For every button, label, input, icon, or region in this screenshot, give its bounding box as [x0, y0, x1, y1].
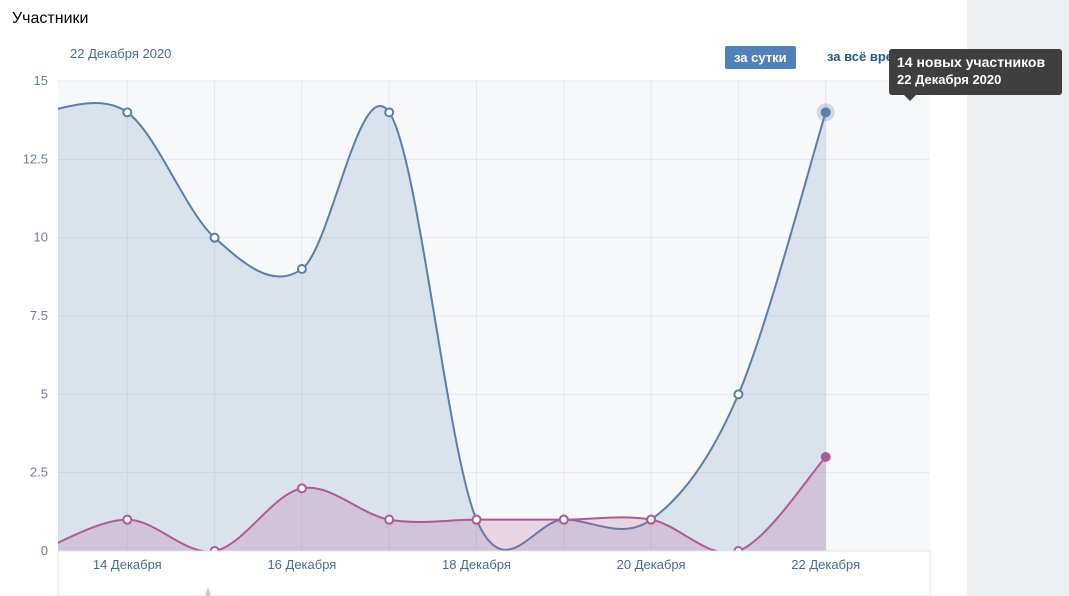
y-tick-label: 0	[41, 543, 48, 558]
x-axis-strip	[57, 550, 931, 596]
series-2-point-highlight	[820, 452, 831, 462]
series-1-point	[122, 107, 133, 118]
y-tick-label: 15	[34, 73, 48, 88]
y-tick-label: 2.5	[30, 465, 48, 480]
series-2-line	[58, 456, 827, 552]
y-tick-label: 10	[34, 230, 48, 245]
selected-date-label: 22 Декабря 2020	[70, 46, 172, 61]
series-1-point-highlight	[820, 107, 831, 118]
y-tick-label: 7.5	[30, 308, 48, 323]
series-2-point	[296, 483, 307, 494]
y-tick-label: 12.5	[23, 151, 48, 166]
series-2-point	[558, 514, 569, 525]
series-1-line	[58, 102, 827, 551]
series-1-point	[296, 264, 307, 274]
series-2-point	[122, 514, 133, 525]
x-tick-label: 16 Декабря	[267, 557, 336, 572]
tooltip-count: 14 новых участников	[897, 54, 1046, 70]
series-1-point	[209, 232, 220, 243]
series-2-point	[471, 514, 482, 525]
series-1-point	[384, 107, 395, 118]
x-tick-label: 14 Декабря	[93, 557, 162, 572]
chart-tooltip: 14 новых участников 22 Декабря 2020	[889, 49, 1062, 95]
series-1-area	[58, 103, 826, 551]
right-sidebar-panel	[967, 0, 1069, 596]
page-title: Участники	[12, 10, 89, 27]
x-tick-label: 22 Декабря	[791, 557, 860, 572]
y-tick-label: 5	[41, 386, 48, 401]
x-tick-label: 20 Декабря	[617, 557, 686, 572]
range-slider-handle	[205, 587, 211, 596]
x-tick-label: 18 Декабря	[442, 557, 511, 572]
series-1-point	[733, 389, 744, 400]
series-2-point	[384, 514, 395, 525]
tab-per-day[interactable]: за сутки	[725, 46, 796, 69]
plot-area	[58, 102, 827, 552]
series-2-point	[646, 514, 657, 525]
tooltip-date: 22 Декабря 2020	[897, 72, 1002, 87]
tooltip-arrow	[904, 95, 916, 101]
